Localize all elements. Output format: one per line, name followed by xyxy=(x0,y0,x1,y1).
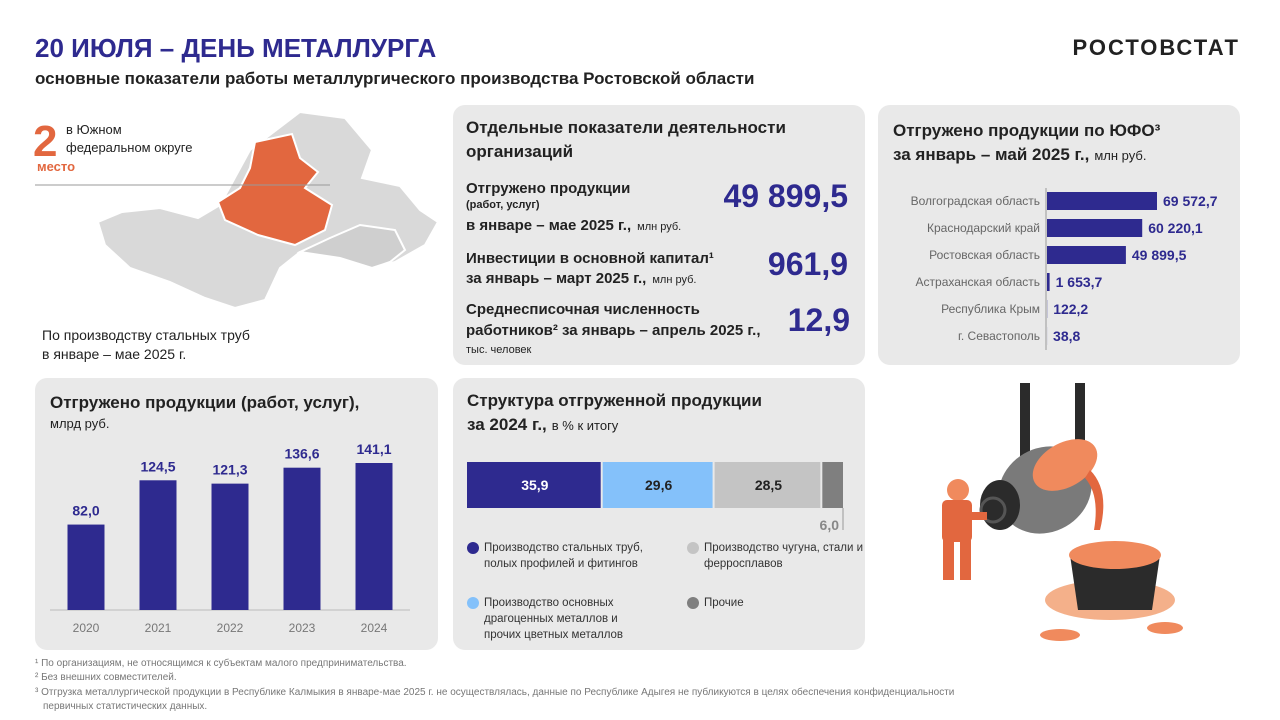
x-tick-label: 2024 xyxy=(361,621,388,635)
chart-subtitle: за январь – май 2025 г., млн руб. xyxy=(893,145,1146,164)
bar xyxy=(283,467,321,610)
legend-label: Производство основных драгоценных металл… xyxy=(484,597,624,641)
legend-marker xyxy=(467,542,479,554)
footnote: ² Без внешних совместителей. xyxy=(35,672,177,683)
rank-text: федеральном округе xyxy=(66,140,192,155)
indicator-period: за январь – март 2025 г., xyxy=(466,270,646,287)
segment xyxy=(822,462,843,508)
brand: РОСТОВСТАТ xyxy=(1072,35,1240,60)
value-label: 35,9 xyxy=(521,477,548,493)
x-tick-label: 2020 xyxy=(73,621,100,635)
rank-word: место xyxy=(37,159,75,174)
chart-title: Структура отгруженной продукции xyxy=(467,391,762,410)
category-label: Астраханская область xyxy=(916,275,1040,289)
legend-marker xyxy=(687,542,699,554)
rank-value: 2 xyxy=(33,117,57,166)
chart-unit: млн руб. xyxy=(1094,148,1146,163)
bar xyxy=(1047,192,1157,210)
bar xyxy=(139,480,177,610)
category-label: Республика Крым xyxy=(941,302,1040,316)
subtitle: основные показатели работы металлургичес… xyxy=(35,69,754,88)
x-tick-label: 2023 xyxy=(289,621,316,635)
value-label: 136,6 xyxy=(284,446,319,462)
value-label: 82,0 xyxy=(72,503,99,519)
bar xyxy=(1047,219,1143,237)
category-label: Краснодарский край xyxy=(927,221,1040,235)
indicator-unit: млн руб. xyxy=(652,274,696,286)
footnote: ³ Отгрузка металлургической продукции в … xyxy=(35,686,954,698)
chart-title: Отгружено продукции (работ, услуг), xyxy=(50,393,359,412)
legend-marker xyxy=(467,597,479,609)
rank-note: По производству стальных труб xyxy=(42,327,250,343)
segment xyxy=(714,462,821,508)
chart-period: за 2024 г., xyxy=(467,415,547,434)
card xyxy=(453,105,865,365)
segment xyxy=(467,462,601,508)
indicator-label: Среднесписочная численность xyxy=(466,301,700,318)
value-label: 29,6 xyxy=(645,477,672,493)
x-tick-label: 2022 xyxy=(217,621,244,635)
indicator-label: за январь – март 2025 г., млн руб. xyxy=(466,270,696,287)
value-label: 124,5 xyxy=(140,458,175,474)
indicator-period: в январе – мае 2025 г., xyxy=(466,217,631,234)
value-label: 121,3 xyxy=(212,462,247,478)
category-label: г. Севастополь xyxy=(958,329,1040,343)
value-label: 1 653,7 xyxy=(1056,274,1103,290)
legend-item: Производство стальных труб, полых профил… xyxy=(467,540,644,572)
bar xyxy=(211,483,249,610)
legend-item: Производство основных драгоценных металл… xyxy=(467,595,644,643)
legend-label: Прочие xyxy=(704,597,744,609)
illustration xyxy=(942,383,1183,641)
indicator-value: 961,9 xyxy=(768,246,848,282)
value-label: 141,1 xyxy=(356,441,391,457)
legend-label: Производство стальных труб, полых профил… xyxy=(484,542,643,570)
indicator-unit: млн руб. xyxy=(637,221,681,233)
bar xyxy=(1047,273,1050,291)
map xyxy=(96,110,440,310)
card xyxy=(453,378,865,650)
chart-unit: в % к итогу xyxy=(552,418,619,433)
indicator-value: 12,9 xyxy=(788,302,850,338)
bar xyxy=(67,524,105,610)
title: 20 ИЮЛЯ – ДЕНЬ МЕТАЛЛУРГА xyxy=(35,33,436,63)
value-label: 38,8 xyxy=(1053,328,1080,344)
indicator-unit: тыс. человек xyxy=(466,344,532,356)
legend-item: Прочие xyxy=(687,595,864,611)
indicator-label: в январе – мае 2025 г., млн руб. xyxy=(466,217,681,234)
category-label: Ростовская область xyxy=(929,248,1040,262)
footnote: первичных статистических данных. xyxy=(43,701,207,712)
indicator-label: Инвестиции в основной капитал¹ xyxy=(466,250,714,267)
chart-subtitle: за 2024 г., в % к итогу xyxy=(467,415,619,434)
card-title: Отдельные показатели деятельности xyxy=(466,118,786,137)
chart-unit: млрд руб. xyxy=(50,416,109,431)
chart-title: Отгружено продукции по ЮФО³ xyxy=(893,121,1161,140)
card-title: организаций xyxy=(466,142,573,161)
indicator-label: Отгружено продукции xyxy=(466,180,630,197)
value-label: 60 220,1 xyxy=(1148,220,1203,236)
indicator-label: (работ, услуг) xyxy=(466,199,540,211)
bar xyxy=(1047,246,1126,264)
value-label: 69 572,7 xyxy=(1163,193,1218,209)
legend-marker xyxy=(687,597,699,609)
value-label: 49 899,5 xyxy=(1132,247,1187,263)
category-label: Волгоградская область xyxy=(911,194,1040,208)
legend-label: Производство чугуна, стали и ферросплаво… xyxy=(704,542,864,570)
bar xyxy=(355,463,393,610)
indicator-value: 49 899,5 xyxy=(723,178,848,214)
legend-item: Производство чугуна, стали и ферросплаво… xyxy=(687,540,864,572)
value-label: 122,2 xyxy=(1053,301,1088,317)
indicator-label: работников² за январь – апрель 2025 г., xyxy=(466,322,761,339)
value-label: 6,0 xyxy=(820,517,840,533)
footnote: ¹ По организациям, не относящимся к субъ… xyxy=(35,657,407,669)
value-label: 28,5 xyxy=(755,477,782,493)
chart-period: за январь – май 2025 г., xyxy=(893,145,1089,164)
rank-note: в январе – мае 2025 г. xyxy=(42,346,186,362)
rank-text: в Южном xyxy=(66,122,122,137)
x-tick-label: 2021 xyxy=(145,621,172,635)
segment xyxy=(602,462,713,508)
